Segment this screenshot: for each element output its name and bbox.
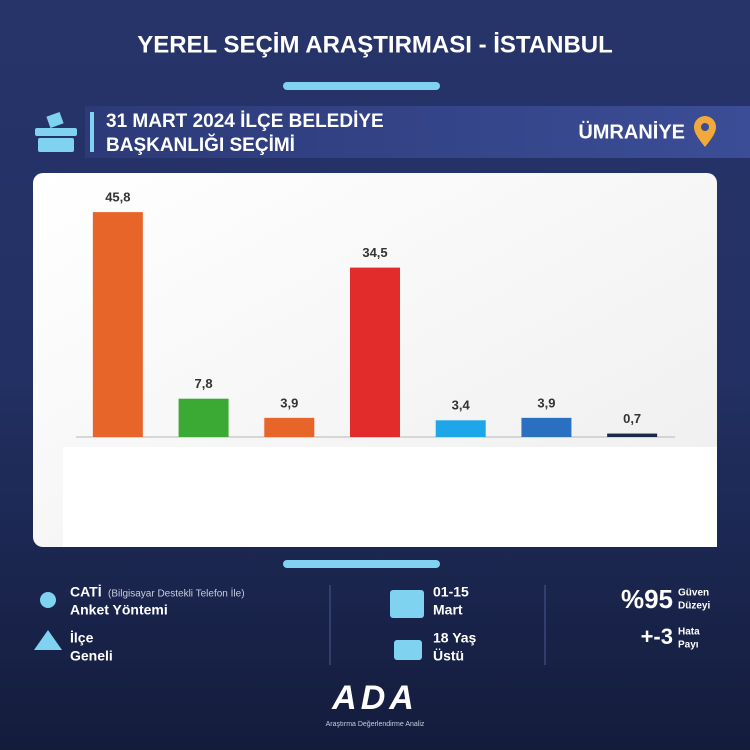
location-icon-dot (701, 123, 709, 131)
bar (178, 398, 229, 437)
subtitle: BAŞKANLIĞI SEÇİMİ (106, 134, 295, 156)
district: ÜMRANİYE (578, 120, 685, 143)
age: Üstü (433, 648, 464, 664)
subtitle: 31 MART 2024 İLÇE BELEDİYE (106, 111, 384, 132)
margin: +-3 (641, 624, 673, 649)
confidence-label: Güven (678, 588, 709, 599)
value-label: 45,8 (105, 190, 130, 205)
logo: ADA (331, 679, 418, 717)
value-label: 0,7 (623, 411, 641, 426)
map-icon (34, 630, 62, 650)
confidence-label: Düzeyi (678, 601, 710, 612)
people-icon (40, 592, 56, 608)
bar (521, 417, 572, 437)
divider (283, 82, 440, 90)
bar (435, 420, 486, 437)
confidence: %95 (621, 584, 673, 614)
value-label: 3,9 (280, 395, 298, 410)
margin-label: Hata (678, 627, 700, 638)
label-area (63, 447, 717, 547)
logo-tagline: Araştırma Değerlendirme Analiz (326, 721, 425, 728)
title: YEREL SEÇİM ARAŞTIRMASI - İSTANBUL (137, 31, 613, 58)
calendar-icon (390, 590, 424, 618)
value-label: 34,5 (362, 245, 387, 260)
margin-label: Payı (678, 640, 699, 651)
date: 01-15 (433, 584, 469, 600)
scope: İlçe (70, 630, 94, 646)
footer: CATİ (Bilgisayar Destekli Telefon İle) A… (34, 584, 710, 728)
bars: 45,8 7,8 3,9 34,5 3,4 3,9 0,7 (92, 190, 658, 437)
ballot-icon (35, 111, 77, 152)
method-label: Anket Yöntemi (70, 602, 168, 618)
date: Mart (433, 602, 463, 618)
header-band (85, 106, 750, 158)
location-icon (694, 116, 716, 147)
value-label: 3,9 (537, 395, 555, 410)
divider (283, 560, 440, 568)
bar (92, 212, 143, 437)
scope: Geneli (70, 648, 113, 664)
bar (350, 267, 400, 437)
bar (264, 417, 315, 437)
header-accent (90, 112, 94, 152)
value-label: 3,4 (452, 398, 471, 413)
method-note: (Bilgisayar Destekli Telefon İle) (108, 587, 245, 600)
value-label: 7,8 (195, 376, 213, 391)
bar (607, 433, 658, 437)
age: 18 Yaş (433, 630, 477, 646)
people-icon (394, 640, 422, 660)
method-title: CATİ (70, 584, 102, 600)
